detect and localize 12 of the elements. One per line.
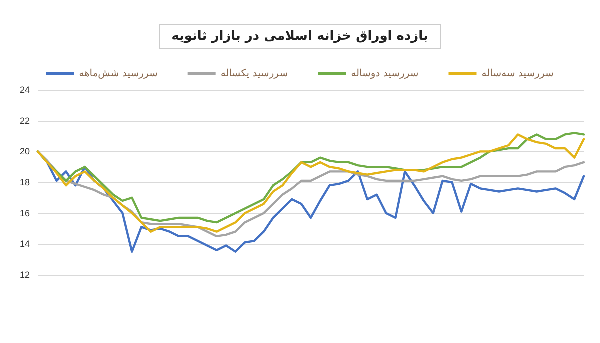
chart-title: بازده اوراق خزانه اسلامی در بازار ثانویه <box>172 29 428 44</box>
y-tick-label: 22 <box>20 116 30 126</box>
legend-label: سررسید شش‌ماهه <box>79 68 158 80</box>
y-tick-label: 20 <box>20 146 30 157</box>
y-tick-label: 12 <box>20 270 30 280</box>
y-tick-label: 16 <box>20 208 30 218</box>
y-tick-label: 14 <box>20 239 30 250</box>
legend-label: سررسید دوساله <box>351 68 419 80</box>
y-tick-label: 18 <box>20 178 30 188</box>
y-tick-label: 24 <box>20 85 30 95</box>
legend-label: سررسید سه‌ساله <box>482 68 554 80</box>
legend-label: سررسید یکساله <box>220 68 288 80</box>
